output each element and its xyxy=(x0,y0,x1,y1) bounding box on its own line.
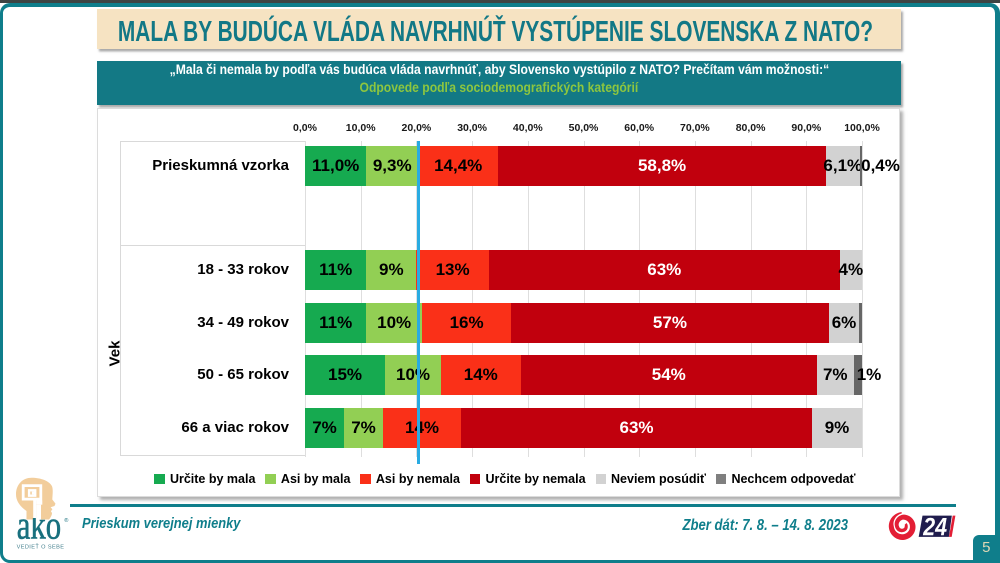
svg-text:ako: ako xyxy=(17,503,61,548)
svg-text:VEDIEŤ O SEBE: VEDIEŤ O SEBE xyxy=(17,542,65,550)
svg-text:®: ® xyxy=(64,517,69,524)
